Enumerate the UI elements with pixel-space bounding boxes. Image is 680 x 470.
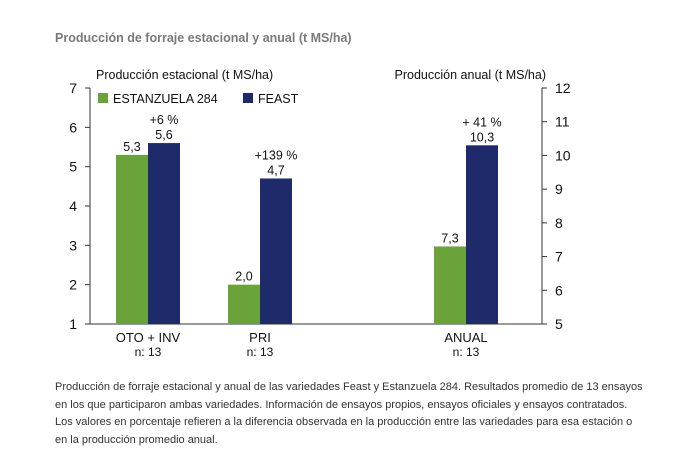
sample-size-label: n: 13	[135, 345, 162, 359]
right-tick-label: 6	[555, 282, 563, 298]
right-tick-label: 11	[555, 114, 570, 130]
legend-label-estanzuela: ESTANZUELA 284	[113, 92, 218, 106]
left-tick-label: 7	[69, 80, 77, 96]
category-label: OTO + INV	[116, 330, 181, 345]
bar-estanzuela	[434, 246, 466, 324]
left-tick-label: 3	[69, 237, 77, 253]
data-label-estanzuela: 5,3	[123, 140, 140, 154]
right-tick-label: 10	[555, 147, 571, 163]
data-label-feast: 5,6	[155, 128, 172, 142]
category-label: ANUAL	[444, 330, 487, 345]
legend-swatch-feast	[243, 93, 253, 103]
chart-bars	[116, 143, 498, 324]
right-tick-label: 7	[555, 249, 563, 265]
bar-feast	[260, 178, 292, 324]
left-tick-label: 1	[69, 316, 77, 332]
sample-size-label: n: 13	[453, 345, 480, 359]
chart-legend: ESTANZUELA 284 FEAST	[98, 92, 299, 106]
right-axis-title: Producción anual (t MS/ha)	[395, 68, 546, 82]
percent-difference-label: +139 %	[255, 148, 298, 162]
bar-estanzuela	[228, 284, 260, 324]
right-tick-label: 5	[555, 316, 563, 332]
legend-swatch-estanzuela	[98, 93, 108, 103]
right-tick-label: 8	[555, 215, 563, 231]
bar-feast	[148, 143, 180, 324]
percent-difference-label: +6 %	[150, 113, 179, 127]
percent-difference-label: + 41 %	[462, 115, 501, 129]
bar-estanzuela	[116, 154, 148, 324]
legend-label-feast: FEAST	[258, 92, 299, 106]
left-tick-label: 6	[69, 119, 77, 135]
left-axis-title: Producción estacional (t MS/ha)	[96, 68, 273, 82]
right-tick-label: 9	[555, 181, 563, 197]
figure-title: Producción de forraje estacional y anual…	[55, 31, 352, 45]
figure-caption: Producción de forraje estacional y anual…	[55, 381, 643, 446]
sample-size-label: n: 13	[247, 345, 274, 359]
data-label-estanzuela: 2,0	[235, 270, 252, 284]
category-label: PRI	[249, 330, 271, 345]
data-label-feast: 4,7	[267, 163, 284, 177]
bar-feast	[466, 145, 498, 324]
data-label-estanzuela: 7,3	[441, 231, 458, 245]
left-tick-label: 5	[69, 159, 77, 175]
data-label-feast: 10,3	[470, 130, 494, 144]
right-tick-label: 12	[555, 80, 571, 96]
left-tick-label: 2	[69, 277, 77, 293]
left-tick-label: 4	[69, 198, 77, 214]
